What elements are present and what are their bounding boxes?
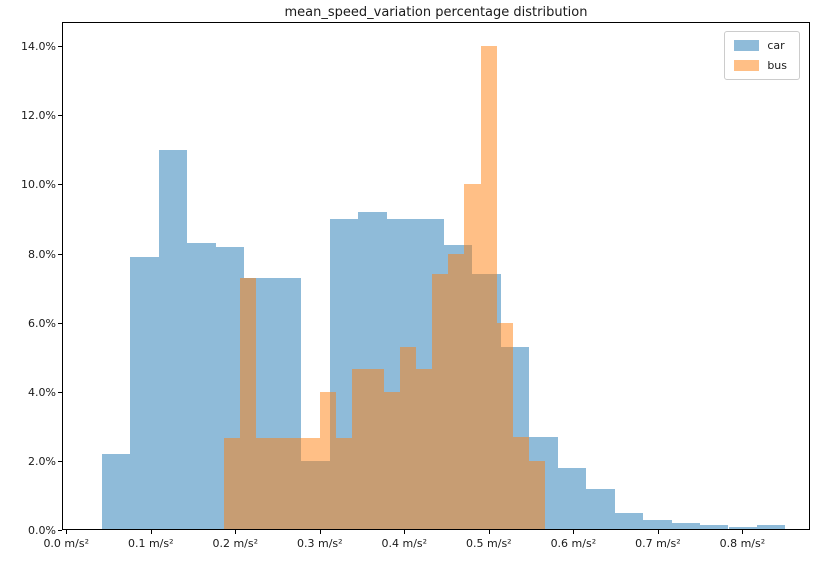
- x-tick-mark: [742, 530, 744, 534]
- y-tick-mark: [58, 322, 62, 324]
- x-tick-label: 0.4 m/s²: [381, 537, 428, 550]
- bus-histogram-bar: [512, 436, 529, 529]
- y-tick-label: 10.0%: [21, 178, 56, 192]
- car-histogram-bar: [728, 526, 757, 529]
- car-histogram-bar: [671, 523, 700, 529]
- legend-label-car: car: [767, 39, 785, 52]
- bus-histogram-bar: [287, 438, 304, 529]
- y-tick-label: 14.0%: [21, 40, 56, 54]
- y-tick-label: 12.0%: [21, 109, 56, 123]
- car-histogram-bar: [557, 467, 587, 529]
- y-tick-mark: [58, 391, 62, 393]
- legend-item-car: car: [734, 39, 787, 52]
- bus-histogram-bar: [319, 391, 336, 529]
- bus-histogram-bar: [416, 369, 433, 529]
- bus-histogram-bar: [528, 460, 545, 529]
- bus-histogram-bar: [384, 391, 401, 529]
- car-histogram-bar: [614, 512, 644, 529]
- y-tick-mark: [58, 253, 62, 255]
- y-tick-label: 2.0%: [28, 454, 56, 468]
- y-tick-mark: [58, 530, 62, 531]
- x-tick-mark: [573, 530, 575, 534]
- bus-histogram-bar: [223, 438, 240, 529]
- x-tick-label: 0.5 m/s²: [466, 537, 512, 550]
- x-tick-mark: [488, 530, 490, 534]
- bus-histogram-bar: [464, 184, 481, 529]
- bus-histogram-bar: [271, 438, 288, 529]
- car-histogram-bar: [756, 524, 786, 529]
- y-tick-mark: [58, 460, 62, 462]
- car-histogram-bar: [586, 488, 615, 529]
- bus-histogram-bar: [255, 438, 272, 529]
- bus-histogram-bar: [400, 346, 417, 529]
- x-tick-label: 0.0 m/s²: [43, 537, 89, 550]
- car-histogram-bar: [700, 524, 729, 529]
- car-swatch: [734, 40, 760, 51]
- x-tick-mark: [657, 530, 659, 534]
- legend-item-bus: bus: [734, 59, 787, 72]
- legend-label-bus: bus: [767, 59, 787, 72]
- x-tick-label: 0.1 m/s²: [127, 537, 174, 550]
- y-tick-label: 8.0%: [28, 247, 56, 261]
- car-histogram-bar: [101, 453, 131, 529]
- y-tick-label: 4.0%: [28, 385, 56, 399]
- bus-histogram-bar: [368, 369, 385, 529]
- chart-title: mean_speed_variation percentage distribu…: [284, 5, 588, 20]
- y-tick-mark: [58, 184, 62, 186]
- car-histogram-bar: [158, 149, 188, 529]
- bus-histogram-bar: [335, 438, 353, 529]
- car-histogram-bar: [643, 519, 672, 529]
- bus-histogram-bar: [239, 277, 256, 529]
- x-tick-label: 0.3 m/s²: [297, 537, 343, 550]
- bus-histogram-bar: [496, 322, 513, 529]
- bus-histogram-bar: [432, 274, 449, 529]
- x-tick-label: 0.6 m/s²: [550, 537, 597, 550]
- x-tick-mark: [235, 530, 237, 534]
- y-tick-mark: [58, 46, 62, 48]
- bus-histogram-bar: [303, 438, 320, 529]
- bus-histogram-bar: [448, 253, 465, 529]
- car-histogram-bar: [187, 243, 216, 529]
- x-tick-mark: [66, 530, 68, 534]
- x-tick-label: 0.2 m/s²: [212, 537, 259, 550]
- y-tick-mark: [58, 115, 62, 117]
- car-histogram-bar: [130, 257, 159, 529]
- x-tick-label: 0.7 m/s²: [635, 537, 681, 550]
- x-tick-mark: [150, 530, 152, 534]
- y-tick-label: 6.0%: [28, 316, 56, 330]
- x-tick-label: 0.8 m/s²: [719, 537, 766, 550]
- plot-area: car bus: [62, 22, 810, 530]
- bus-histogram-bar: [480, 46, 497, 529]
- y-tick-label: 0.0%: [28, 524, 56, 537]
- x-tick-mark: [319, 530, 321, 534]
- legend: car bus: [724, 31, 800, 80]
- bus-histogram-bar: [352, 369, 369, 529]
- bus-swatch: [734, 60, 760, 71]
- x-tick-mark: [404, 530, 406, 534]
